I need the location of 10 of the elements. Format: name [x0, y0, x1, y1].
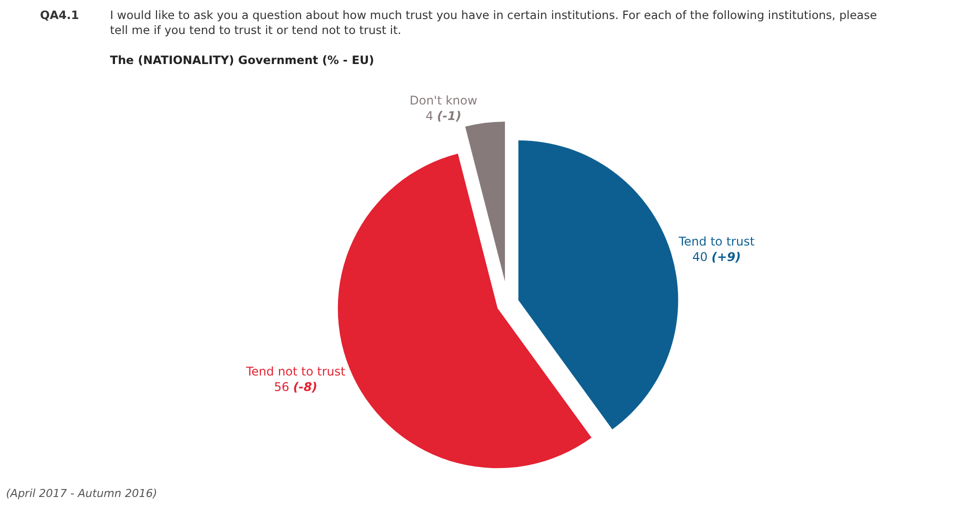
- slice-label: Don't know: [410, 94, 478, 108]
- text: (April 2017 - Autumn 2016): [6, 487, 158, 500]
- chart-title: I would like to ask you a question about how much trust you have in certain institutions. For each of the following institutions, please tell me if you tend to trust it or tend not to trust it.: [110, 8, 877, 37]
- data-label: 40 (+9): [692, 250, 741, 264]
- chart-subtitle: The (NATIONALITY) Government (% - EU): [110, 53, 374, 67]
- text: QA4.1: [40, 8, 80, 22]
- slice-label: Tend not to trust: [245, 364, 346, 378]
- data-label: 4 (-1): [426, 109, 462, 124]
- data-label: 56 (-8): [274, 380, 318, 394]
- slice-label: Tend to trust: [678, 234, 755, 249]
